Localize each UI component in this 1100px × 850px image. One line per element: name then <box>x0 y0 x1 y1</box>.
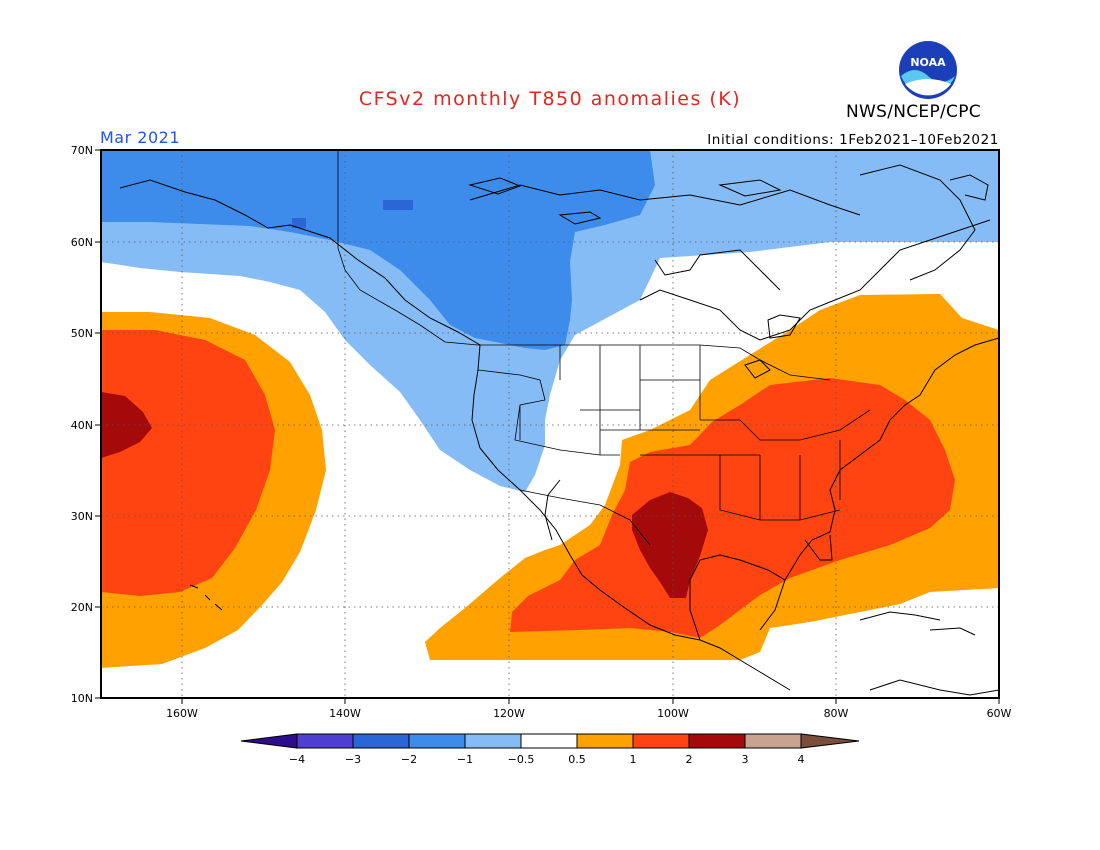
coastlines <box>119 164 999 696</box>
map-frame <box>100 149 1000 699</box>
agency-label: NWS/NCEP/CPC <box>846 102 981 122</box>
colorbar-label-4: −0.5 <box>508 753 535 766</box>
map-fields <box>101 150 999 698</box>
colorbar-label-9: 4 <box>798 753 805 766</box>
lon-label-120w: 120W <box>493 707 525 720</box>
colorbar-swatch-9 <box>744 733 802 749</box>
lat-label-40n: 40N <box>71 419 93 432</box>
lon-label-80w: 80W <box>824 707 849 720</box>
colorbar-label-2: −2 <box>401 753 417 766</box>
colorbar <box>240 733 860 749</box>
anomaly-region-pacific-moderate <box>101 330 275 596</box>
lat-lon-grid <box>101 150 999 698</box>
colorbar-label-1: −3 <box>345 753 361 766</box>
lat-label-20n: 20N <box>71 601 93 614</box>
map-title: CFSv2 monthly T850 anomalies (K) <box>358 88 742 110</box>
colorbar-swatch-8 <box>688 733 746 749</box>
lat-label-30n: 30N <box>71 510 93 523</box>
noaa-logo-icon: NOAA <box>899 41 957 99</box>
anomaly-region-neg-moderate <box>101 150 655 350</box>
lat-label-50n: 50N <box>71 327 93 340</box>
colorbar-label-6: 1 <box>630 753 637 766</box>
anomaly-region-neg-strong <box>383 200 413 210</box>
colorbar-label-7: 2 <box>686 753 693 766</box>
anomaly-region-neg-strong-2 <box>292 218 306 228</box>
colorbar-swatch-1 <box>296 733 354 749</box>
axis-ticks <box>95 149 1000 704</box>
lat-label-10n: 10N <box>71 692 93 705</box>
colorbar-swatch-10 <box>800 733 860 749</box>
colorbar-swatch-5 <box>520 733 578 749</box>
colorbar-swatch-4 <box>464 733 522 749</box>
colorbar-swatch-0 <box>240 733 298 749</box>
colorbar-swatch-3 <box>408 733 466 749</box>
political-borders <box>337 150 871 546</box>
colorbar-label-0: −4 <box>289 753 305 766</box>
anomaly-region-pacific-strong <box>101 392 152 458</box>
forecast-month: Mar 2021 <box>100 128 180 147</box>
lon-label-160w: 160W <box>166 707 198 720</box>
colorbar-swatch-7 <box>632 733 690 749</box>
colorbar-label-8: 3 <box>742 753 749 766</box>
lat-label-60n: 60N <box>71 236 93 249</box>
lat-label-70n: 70N <box>71 144 93 157</box>
anomaly-region-east-strong <box>632 492 708 598</box>
initial-conditions: Initial conditions: 1Feb2021–10Feb2021 <box>707 132 999 148</box>
colorbar-label-3: −1 <box>457 753 473 766</box>
lon-label-60w: 60W <box>987 707 1012 720</box>
colorbar-label-5: 0.5 <box>568 753 586 766</box>
colorbar-swatch-6 <box>576 733 634 749</box>
colorbar-swatch-2 <box>352 733 410 749</box>
lon-label-100w: 100W <box>657 707 689 720</box>
lon-label-140w: 140W <box>329 707 361 720</box>
anomaly-region-east-moderate <box>510 378 955 638</box>
noaa-logo-text: NOAA <box>910 56 946 69</box>
